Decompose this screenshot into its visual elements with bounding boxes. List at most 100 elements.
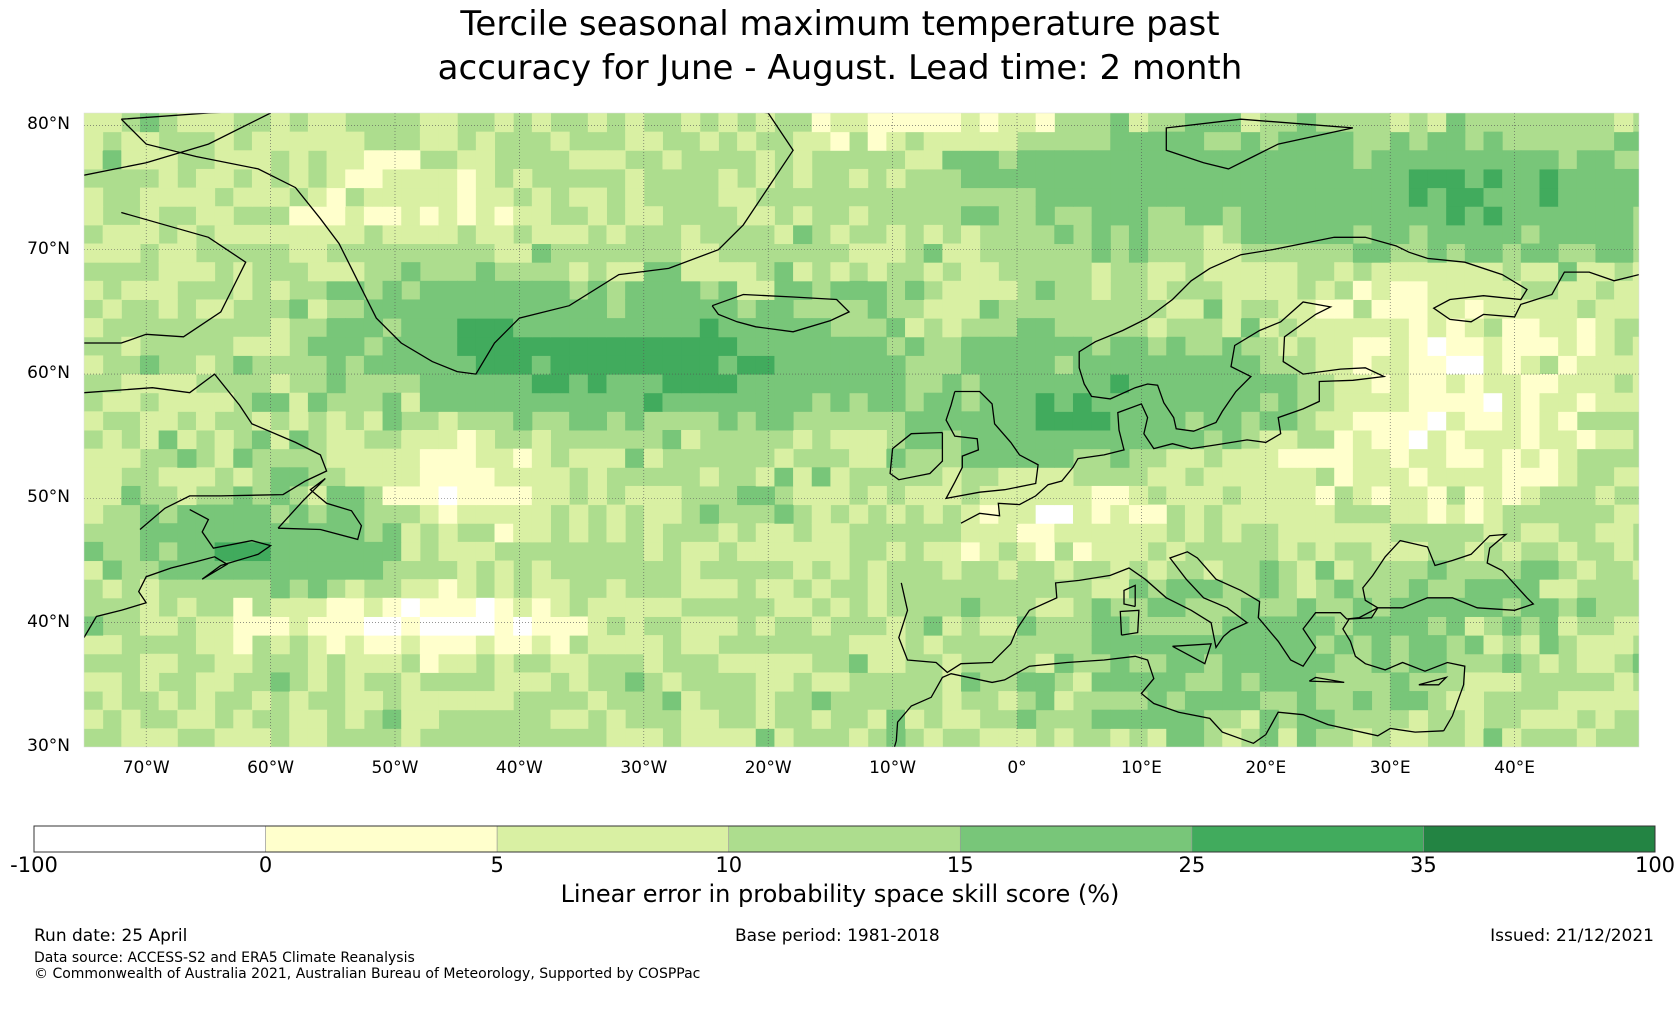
skill-cell <box>1352 336 1373 356</box>
skill-cell <box>961 131 981 151</box>
skill-cell <box>1614 691 1634 711</box>
skill-cell <box>345 262 365 282</box>
skill-cell <box>438 280 458 300</box>
skill-cell <box>1334 262 1354 282</box>
skill-cell <box>214 224 234 245</box>
skill-cell <box>1017 541 1037 562</box>
skill-cell <box>1296 728 1317 747</box>
skill-cell <box>513 448 533 468</box>
skill-cell <box>1166 579 1186 599</box>
skill-cell <box>1054 728 1074 747</box>
skill-cell <box>1371 280 1391 300</box>
skill-cell <box>139 206 160 226</box>
skill-cell <box>923 485 943 506</box>
skill-cell <box>1259 224 1279 245</box>
skill-cell <box>811 523 831 543</box>
skill-cell <box>1539 635 1559 655</box>
skill-cell <box>755 467 775 487</box>
skill-cell <box>1315 280 1335 300</box>
skill-cell <box>867 262 887 282</box>
skill-cell <box>326 355 346 375</box>
skill-cell <box>699 504 719 524</box>
skill-cell <box>1502 485 1522 506</box>
skill-cell <box>270 374 290 394</box>
skill-cell <box>139 541 160 562</box>
skill-cell <box>569 262 589 282</box>
skill-cell <box>307 560 328 580</box>
skill-cell <box>699 541 719 562</box>
skill-cell <box>438 523 458 543</box>
skill-cell <box>1408 616 1429 636</box>
skill-cell <box>774 411 794 431</box>
skill-cell <box>307 113 328 133</box>
skill-cell <box>1054 150 1074 170</box>
skill-cell <box>1502 579 1522 599</box>
skill-cell <box>270 635 290 655</box>
skill-cell <box>289 560 309 580</box>
skill-cell <box>1614 355 1634 375</box>
skill-cell <box>1166 392 1186 412</box>
skill-cell <box>1184 523 1205 543</box>
skill-cell <box>102 430 122 450</box>
skill-cell <box>1595 318 1615 338</box>
skill-cell <box>475 616 496 636</box>
skill-cell <box>1222 299 1242 319</box>
skill-cell <box>998 113 1018 133</box>
skill-cell <box>270 467 290 487</box>
skill-cell <box>419 597 440 617</box>
skill-cell <box>587 616 607 636</box>
skill-cell <box>1334 187 1354 207</box>
skill-cell <box>1595 635 1615 655</box>
skill-cell <box>793 224 813 245</box>
skill-cell <box>774 262 794 282</box>
skill-cell <box>625 485 645 506</box>
skill-cell <box>475 448 496 468</box>
skill-cell <box>1128 672 1149 692</box>
skill-cell <box>1054 597 1074 617</box>
skill-cell <box>867 280 887 300</box>
skill-cell <box>139 224 160 245</box>
skill-cell <box>1091 187 1111 207</box>
coastline <box>711 293 851 333</box>
skill-cell <box>475 168 496 189</box>
skill-cell <box>923 728 943 747</box>
skill-cell <box>905 336 925 356</box>
skill-cell <box>1184 728 1205 747</box>
skill-cell <box>774 448 794 468</box>
skill-cell <box>494 448 514 468</box>
skill-cell <box>1315 224 1335 245</box>
skill-cell <box>1576 318 1596 338</box>
skill-cell <box>643 355 663 375</box>
skill-cell <box>307 336 328 356</box>
skill-cell <box>1539 523 1559 543</box>
skill-cell <box>513 168 533 189</box>
skill-cell <box>494 616 514 636</box>
skill-cell <box>905 113 925 133</box>
skill-cell <box>289 150 309 170</box>
skill-cell <box>569 299 589 319</box>
skill-cell <box>867 336 887 356</box>
skill-cell <box>1296 523 1317 543</box>
skill-cell <box>382 150 402 170</box>
skill-cell <box>1427 560 1447 580</box>
skill-cell <box>1558 374 1578 394</box>
skill-cell <box>158 616 178 636</box>
skill-cell <box>1483 504 1503 524</box>
skill-cell <box>1446 691 1466 711</box>
skill-cell <box>457 206 477 226</box>
skill-cell <box>1203 560 1223 580</box>
skill-cell <box>1539 243 1559 263</box>
skill-cell <box>1520 709 1540 729</box>
skill-cell <box>1110 411 1130 431</box>
skill-cell <box>475 597 496 617</box>
skill-cell <box>214 430 234 450</box>
skill-cell <box>1632 280 1639 300</box>
skill-cell <box>1035 374 1055 394</box>
skill-cell <box>195 168 216 189</box>
skill-cell <box>382 299 402 319</box>
skill-cell <box>475 392 496 412</box>
skill-cell <box>1296 504 1317 524</box>
skill-cell <box>307 616 328 636</box>
skill-cell <box>811 318 831 338</box>
skill-cell <box>233 597 253 617</box>
